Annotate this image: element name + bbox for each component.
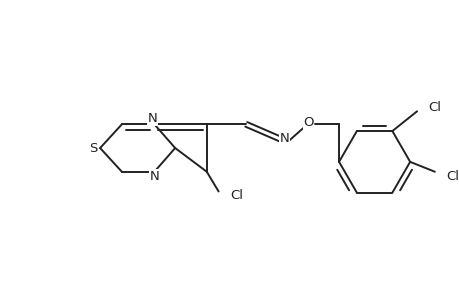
- Text: Cl: Cl: [230, 189, 242, 202]
- Text: N: N: [149, 170, 159, 183]
- Text: S: S: [89, 142, 97, 154]
- Text: N: N: [279, 132, 289, 145]
- Text: N: N: [147, 112, 157, 125]
- Text: Cl: Cl: [445, 170, 458, 183]
- Text: Cl: Cl: [427, 101, 440, 114]
- Text: O: O: [302, 116, 313, 129]
